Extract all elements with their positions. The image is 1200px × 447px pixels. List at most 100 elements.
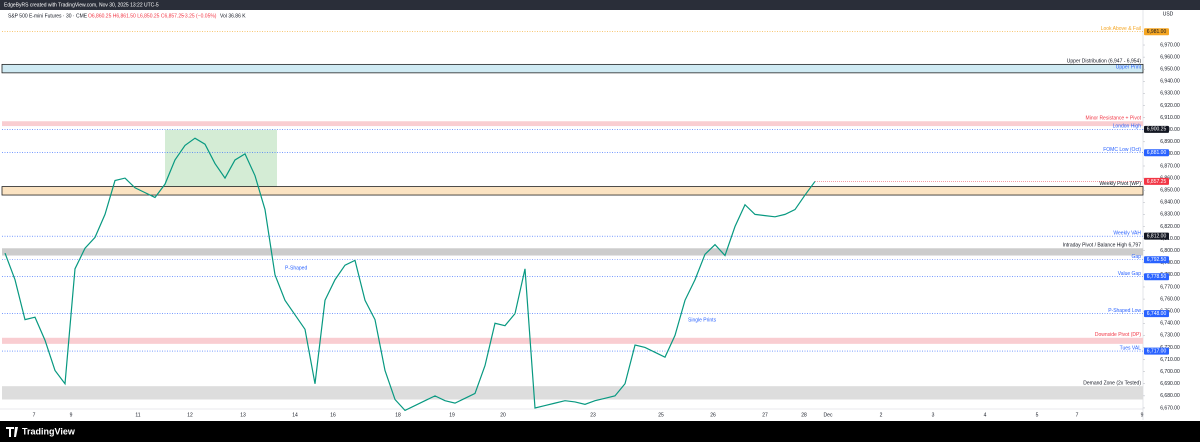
price-tick-label: 6,830.00 [1160, 212, 1180, 218]
last-price-label: 6,857.25 [1147, 179, 1167, 185]
time-label: 27 [762, 412, 768, 418]
time-label: 5 [1036, 412, 1039, 418]
price-tag-label: 6,981.00 [1147, 29, 1167, 35]
price-tick-label: 6,850.00 [1160, 188, 1180, 194]
price-tick-label: 6,820.00 [1160, 224, 1180, 230]
time-label: 4 [984, 412, 987, 418]
price-line [4, 137, 816, 412]
attribution: EdgeByRS created with TradingView.com, N… [4, 2, 159, 8]
time-label: 3 [932, 412, 935, 418]
zone-sublabel: Upper Print [1116, 65, 1142, 71]
time-label: 7 [1076, 412, 1079, 418]
price-tag [1144, 273, 1169, 281]
time-label: 26 [710, 412, 716, 418]
legend-symbol: S&P 500 E-mini Futures · 30 · CME [8, 13, 88, 19]
zone-label: Demand Zone (2x Tested) [1083, 381, 1141, 387]
time-label: 23 [590, 412, 596, 418]
price-tick-label: 6,740.00 [1160, 321, 1180, 327]
price-tick-label: 6,680.00 [1160, 393, 1180, 399]
price-tag-label: 6,717.00 [1147, 348, 1167, 354]
plot-area [0, 10, 1143, 420]
layer-zones: Upper Distribution (6,947 - 6,954)Upper … [1, 59, 1144, 400]
brand-name[interactable]: TradingView [22, 426, 76, 436]
layer-axis: 6,670.00 6,680.00 6,690.00 6,700.00 6,710.00… [33, 28, 1180, 418]
price-tag-label: 6,900.25 [1147, 127, 1167, 133]
zone-label: Upper Distribution (6,947 - 6,954) [1067, 59, 1142, 65]
level-label: London High [1113, 124, 1142, 130]
price-tag [1144, 310, 1169, 318]
price-tag [1144, 125, 1169, 133]
time-label: Dec [824, 412, 833, 418]
zone [2, 337, 1143, 344]
price-tick-label: 6,900.00 [1160, 127, 1180, 133]
zone [2, 248, 1143, 256]
time-label: 12 [187, 412, 193, 418]
currency: USD [1163, 11, 1174, 17]
zone [1, 186, 1144, 196]
level-label: Weekly VAH [1113, 230, 1141, 236]
time-label: 18 [395, 412, 401, 418]
zone-label: Downside Pivot (DP) [1095, 332, 1141, 338]
price-tick-label: 6,750.00 [1160, 309, 1180, 315]
time-label: 7 [33, 412, 36, 418]
price-tick-label: 6,940.00 [1160, 79, 1180, 85]
price-tag [1144, 347, 1169, 355]
price-tick-label: 6,780.00 [1160, 272, 1180, 278]
time-label: 9 [70, 412, 73, 418]
time-label: 25 [658, 412, 664, 418]
price-tick-label: 6,700.00 [1160, 369, 1180, 375]
zone [2, 121, 1143, 127]
level-label: FOMC Low (Oct) [1103, 147, 1141, 153]
price-tick-label: 6,840.00 [1160, 200, 1180, 206]
price-tick-label: 6,950.00 [1160, 67, 1180, 73]
price-tag [1144, 28, 1169, 36]
price-tick-label: 6,670.00 [1160, 405, 1180, 411]
price-tag-label: 6,778.50 [1147, 274, 1167, 280]
zone-label: Weekly Pivot (WP) [1099, 181, 1141, 187]
price-tag-label: 6,812.00 [1147, 233, 1167, 239]
price-tag-label: 6,792.50 [1147, 257, 1167, 263]
annotation: P-Shaped [285, 265, 307, 271]
time-label: 28 [801, 412, 807, 418]
last-price-tag [1144, 177, 1169, 185]
price-tick-label: 6,930.00 [1160, 91, 1180, 97]
price-tag-label: 6,748.00 [1147, 311, 1167, 317]
price-tag-label: 6,881.00 [1147, 150, 1167, 156]
time-label: 11 [135, 412, 140, 418]
level-label: Look Above & Fail [1101, 26, 1141, 32]
zone [2, 386, 1143, 400]
price-tick-label: 6,730.00 [1160, 333, 1180, 339]
time-label: 9 [1141, 412, 1144, 418]
level-label: Tues VAL [1120, 345, 1142, 351]
price-tick-label: 6,770.00 [1160, 284, 1180, 290]
price-tick-label: 6,890.00 [1160, 139, 1180, 145]
level-label: P-Shaped Low [1108, 308, 1141, 314]
price-tick-label: 6,790.00 [1160, 260, 1180, 266]
top-bar [0, 0, 1200, 10]
brand-logo [6, 427, 18, 437]
price-tick-label: 6,870.00 [1160, 163, 1180, 169]
time-label: 14 [292, 412, 298, 418]
zone [1, 63, 1144, 74]
price-tick-label: 6,810.00 [1160, 236, 1180, 242]
price-tick-label: 6,760.00 [1160, 296, 1180, 302]
time-label: 16 [330, 412, 336, 418]
price-tick-label: 6,690.00 [1160, 381, 1180, 387]
price-tick-label: 6,710.00 [1160, 357, 1180, 363]
layer-price: P-Shaped Single Prints [4, 137, 1143, 412]
price-tag [1144, 256, 1169, 264]
price-tag [1144, 232, 1169, 240]
time-label: 13 [240, 412, 246, 418]
legend-ohlc: O6,860.25 H6,861.50 L6,850.25 C6,857.25 [88, 13, 184, 19]
price-tick-label: 6,800.00 [1160, 248, 1180, 254]
legend-volume: Vol 36.86 K [220, 13, 246, 19]
level-label: Gap [1132, 254, 1142, 260]
time-label: 20 [500, 412, 506, 418]
time-label: 2 [880, 412, 883, 418]
price-tick-label: 6,910.00 [1160, 115, 1180, 121]
annotation: Single Prints [688, 317, 717, 323]
legend-change: −3.25 (−0.05%) [182, 13, 217, 19]
price-tick-label: 6,880.00 [1160, 151, 1180, 157]
price-tick-label: 6,970.00 [1160, 42, 1180, 48]
